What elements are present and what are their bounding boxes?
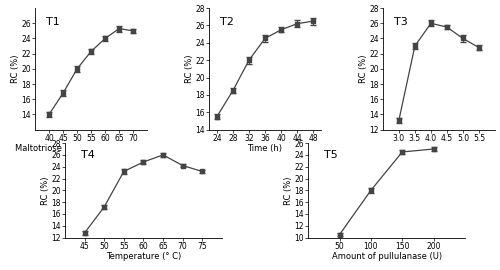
Text: T5: T5 xyxy=(324,150,338,160)
X-axis label: Maltotriose syrup concentration (%): Maltotriose syrup concentration (%) xyxy=(16,144,167,153)
Text: T1: T1 xyxy=(46,17,60,27)
X-axis label: Time (h): Time (h) xyxy=(248,144,282,153)
Y-axis label: RC (%): RC (%) xyxy=(11,55,20,83)
Y-axis label: RC (%): RC (%) xyxy=(284,176,293,205)
Text: T4: T4 xyxy=(80,150,94,160)
Y-axis label: RC (%): RC (%) xyxy=(358,55,368,83)
Text: T2: T2 xyxy=(220,17,234,27)
Y-axis label: RC (%): RC (%) xyxy=(184,55,194,83)
Y-axis label: RC (%): RC (%) xyxy=(41,176,50,205)
X-axis label: Temperature (° C): Temperature (° C) xyxy=(106,252,181,261)
X-axis label: pH: pH xyxy=(433,144,445,153)
Text: T3: T3 xyxy=(394,17,408,27)
X-axis label: Amount of pullulanase (U): Amount of pullulanase (U) xyxy=(332,252,442,261)
